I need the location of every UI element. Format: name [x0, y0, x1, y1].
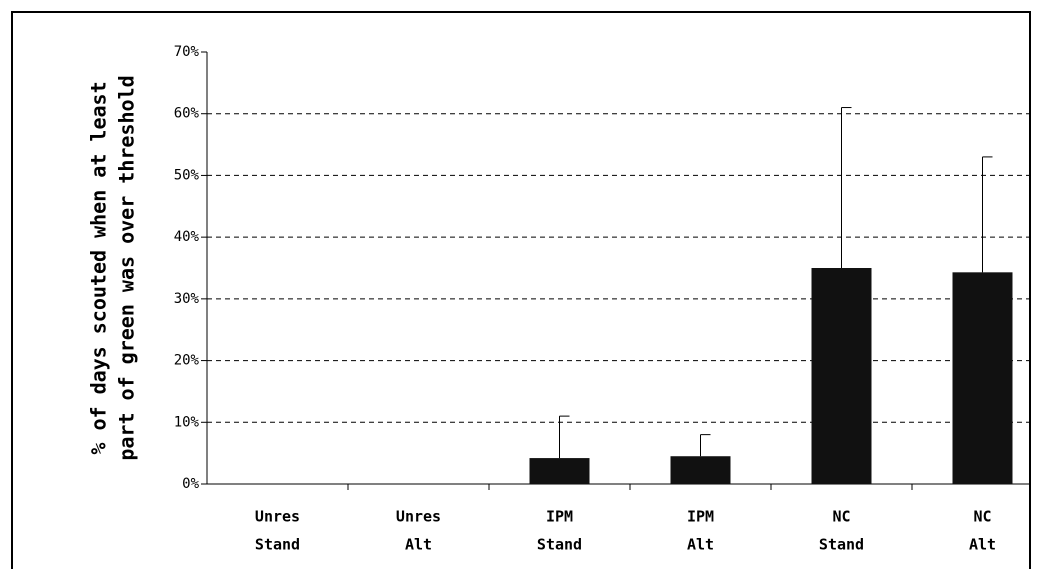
bar	[952, 272, 1013, 484]
y-tick-label: 60%	[174, 106, 200, 122]
x-tick-label: Stand	[537, 536, 582, 554]
x-tick-label: Unres	[396, 508, 441, 526]
x-tick-label: Alt	[969, 536, 996, 554]
x-tick-label: Stand	[255, 536, 300, 554]
y-axis-title-line: part of green was over threshold	[115, 75, 139, 460]
frame	[11, 11, 1031, 569]
y-axis-title-line: % of days scouted when at least	[87, 81, 111, 454]
x-tick-label: IPM	[546, 508, 573, 526]
y-tick-label: 20%	[174, 353, 200, 369]
x-tick-label: IPM	[687, 508, 714, 526]
x-tick-label: Alt	[687, 536, 714, 554]
x-tick-label: Unres	[255, 508, 300, 526]
y-tick-label: 0%	[182, 476, 199, 492]
bar	[670, 456, 731, 484]
bar	[811, 268, 872, 484]
y-axis-title: % of days scouted when at least part of …	[87, 75, 139, 460]
x-tick-label: NC	[973, 508, 991, 526]
y-tick-label: 70%	[174, 44, 200, 60]
y-tick-label: 30%	[174, 291, 200, 307]
x-tick-label: Stand	[819, 536, 864, 554]
y-tick-label: 10%	[174, 414, 200, 430]
y-tick-label: 40%	[174, 229, 200, 245]
x-tick-label: NC	[832, 508, 850, 526]
bar	[529, 458, 590, 484]
x-tick-label: Alt	[405, 536, 432, 554]
y-tick-label: 50%	[174, 167, 200, 183]
